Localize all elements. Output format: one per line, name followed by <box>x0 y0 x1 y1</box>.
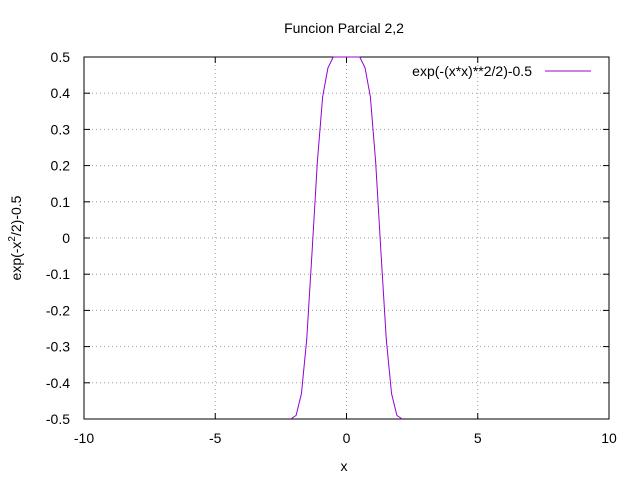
x-tick-label: -5 <box>209 430 222 446</box>
y-tick-label: -0.5 <box>46 411 70 427</box>
y-axis-label-sup: 2 <box>7 236 18 242</box>
y-tick-label: -0.1 <box>46 266 70 282</box>
y-tick-label: -0.3 <box>46 339 70 355</box>
x-tick-label: 10 <box>601 430 617 446</box>
y-tick-label: 0.5 <box>51 49 71 65</box>
x-tick-label: 0 <box>343 430 351 446</box>
y-axis-label-post: /2)-0.5 <box>8 195 24 236</box>
y-tick-label: 0.1 <box>51 194 71 210</box>
y-axis-label: exp(-x2/2)-0.5 <box>7 195 24 280</box>
legend: exp(-(x*x)**2/2)-0.5 <box>412 63 591 79</box>
y-tick-label: -0.4 <box>46 375 70 391</box>
grid-lines <box>84 57 609 419</box>
x-tick-labels: -10 -5 0 5 10 <box>74 430 617 446</box>
y-tick-label: 0.3 <box>51 121 71 137</box>
y-tick-labels: -0.5 -0.4 -0.3 -0.2 -0.1 0 0.1 0.2 0.3 0.4 0.5 <box>46 49 70 427</box>
axis-ticks <box>83 56 610 420</box>
y-tick-label: -0.2 <box>46 302 70 318</box>
y-axis-label-pre: exp(-x <box>8 242 24 281</box>
y-tick-label: 0.4 <box>51 85 71 101</box>
legend-entry-label: exp(-(x*x)**2/2)-0.5 <box>412 63 532 79</box>
x-tick-label: -10 <box>74 430 94 446</box>
series-line <box>290 56 403 420</box>
x-axis-label: x <box>341 458 348 474</box>
y-tick-label: 0 <box>62 230 70 246</box>
chart-title: Funcion Parcial 2,2 <box>284 20 404 36</box>
x-tick-label: 5 <box>474 430 482 446</box>
y-tick-label: 0.2 <box>51 158 71 174</box>
series-layer <box>290 56 403 420</box>
